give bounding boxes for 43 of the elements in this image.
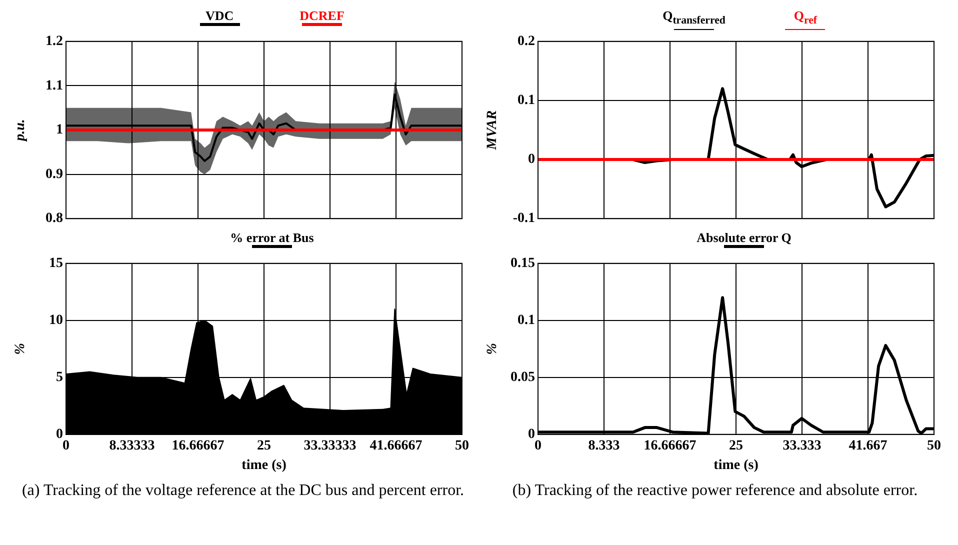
y-tick-label: 0	[528, 427, 535, 442]
y-tick-label: 0.1	[518, 313, 535, 328]
x-tick-label: 33.333	[782, 438, 822, 454]
text: (a) Tracking of the voltage reference at the DC bus and percent error.	[20, 481, 466, 501]
x-tick-label: 25	[257, 438, 271, 454]
y-tick-label: 1.1	[46, 78, 63, 94]
y-axis-title: p.u.	[13, 119, 28, 142]
y-tick-label: 0.2	[518, 34, 535, 50]
y-axis-title: %	[13, 343, 28, 355]
y-tick-label: 0.05	[510, 370, 535, 386]
y-tick-label: 5	[56, 370, 63, 386]
y-tick-label: 0.8	[46, 211, 63, 226]
y-axis-title: %	[485, 343, 500, 355]
text: VDC	[206, 8, 234, 23]
x-axis-title: time (s)	[242, 458, 287, 474]
text: Q$_{ref}$	[794, 8, 817, 29]
text: Q$_{transferred}$	[662, 8, 726, 29]
x-tick-label: 8.33333	[109, 438, 155, 454]
text: % error at Bus	[230, 230, 314, 245]
y-tick-label: 0.1	[518, 93, 535, 108]
y-tick-label: 1	[56, 122, 63, 138]
x-tick-label: 8.333	[588, 438, 620, 454]
y-tick-label: 15	[49, 256, 63, 272]
y-tick-label: 0.15	[510, 256, 535, 272]
x-tick-label: 33.33333	[304, 438, 356, 454]
x-tick-label: 41.667	[848, 438, 888, 454]
x-tick-label: 25	[729, 438, 743, 454]
x-tick-label: 41.66667	[370, 438, 422, 454]
x-tick-label: 50	[927, 438, 941, 454]
text: DCREF	[300, 8, 344, 23]
y-tick-label: 1.2	[46, 34, 63, 50]
x-tick-label: 50	[455, 438, 469, 454]
y-tick-label: -0.1	[512, 211, 535, 226]
text: Absolute error Q	[696, 230, 792, 245]
x-tick-label: 16.66667	[172, 438, 224, 454]
y-tick-label: 0	[528, 152, 535, 168]
y-tick-label: 0.9	[46, 166, 63, 182]
y-axis-title: MVAR	[485, 110, 500, 151]
text: (b) Tracking of the reactive power reference and absolute error.	[511, 481, 919, 501]
y-tick-label: 10	[49, 313, 63, 328]
x-axis-title: time (s)	[714, 458, 759, 474]
x-tick-label: 16.66667	[644, 438, 696, 454]
y-tick-label: 0	[56, 427, 63, 442]
